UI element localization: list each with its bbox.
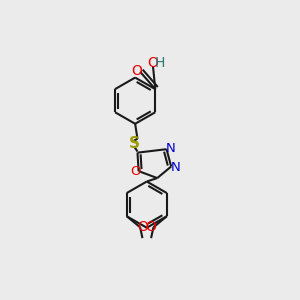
Text: O: O bbox=[137, 220, 148, 234]
Text: N: N bbox=[166, 142, 175, 155]
Text: O: O bbox=[130, 165, 141, 178]
Text: S: S bbox=[128, 136, 140, 151]
Text: H: H bbox=[154, 56, 165, 70]
Text: O: O bbox=[145, 220, 156, 234]
Text: O: O bbox=[131, 64, 142, 78]
Text: N: N bbox=[170, 161, 180, 174]
Text: O: O bbox=[148, 56, 158, 70]
